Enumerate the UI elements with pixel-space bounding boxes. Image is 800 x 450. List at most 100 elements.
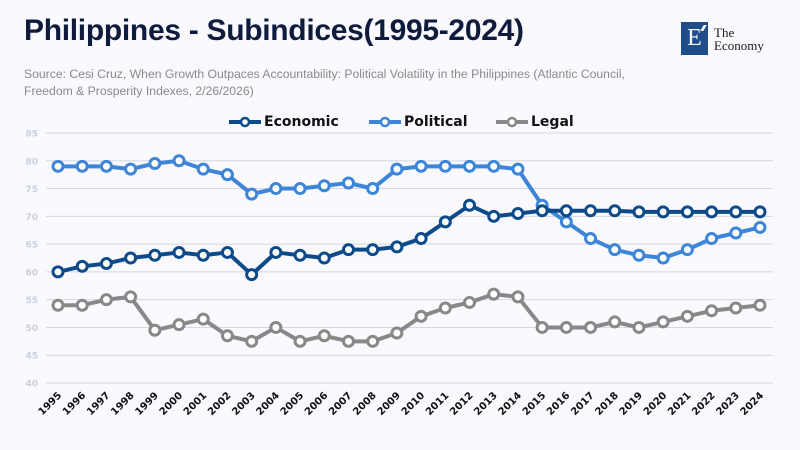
legend-item-legal[interactable]: Legal bbox=[495, 114, 574, 130]
data-point[interactable] bbox=[511, 162, 525, 176]
data-point[interactable] bbox=[172, 245, 186, 259]
data-point[interactable] bbox=[148, 323, 162, 337]
y-tick-label: 75 bbox=[25, 185, 38, 195]
data-point[interactable] bbox=[220, 329, 234, 343]
data-point[interactable] bbox=[705, 304, 719, 318]
data-point[interactable] bbox=[245, 187, 259, 201]
data-point[interactable] bbox=[463, 198, 477, 212]
data-point[interactable] bbox=[293, 334, 307, 348]
data-point[interactable] bbox=[656, 251, 670, 265]
data-point[interactable] bbox=[124, 290, 138, 304]
data-point[interactable] bbox=[317, 251, 331, 265]
data-point[interactable] bbox=[75, 298, 89, 312]
data-point[interactable] bbox=[245, 268, 259, 282]
data-point[interactable] bbox=[414, 309, 428, 323]
data-point[interactable] bbox=[656, 205, 670, 219]
data-point[interactable] bbox=[753, 205, 767, 219]
data-point[interactable] bbox=[414, 159, 428, 173]
data-point[interactable] bbox=[535, 320, 549, 334]
data-point[interactable] bbox=[753, 220, 767, 234]
data-point[interactable] bbox=[608, 204, 622, 218]
data-point[interactable] bbox=[269, 320, 283, 334]
x-tick-label: 1998 bbox=[109, 390, 136, 417]
data-point[interactable] bbox=[559, 320, 573, 334]
data-point[interactable] bbox=[99, 159, 113, 173]
data-point[interactable] bbox=[463, 159, 477, 173]
x-tick-label: 2000 bbox=[158, 390, 185, 417]
data-point[interactable] bbox=[705, 232, 719, 246]
data-point[interactable] bbox=[656, 315, 670, 329]
data-point[interactable] bbox=[729, 205, 743, 219]
data-point[interactable] bbox=[680, 309, 694, 323]
data-point[interactable] bbox=[438, 159, 452, 173]
data-point[interactable] bbox=[559, 215, 573, 229]
data-point[interactable] bbox=[269, 182, 283, 196]
data-point[interactable] bbox=[196, 312, 210, 326]
data-point[interactable] bbox=[584, 320, 598, 334]
data-point[interactable] bbox=[584, 204, 598, 218]
data-point[interactable] bbox=[680, 243, 694, 257]
data-point[interactable] bbox=[438, 215, 452, 229]
data-point[interactable] bbox=[608, 315, 622, 329]
data-point[interactable] bbox=[390, 162, 404, 176]
data-point[interactable] bbox=[705, 205, 719, 219]
data-point[interactable] bbox=[535, 204, 549, 218]
data-point[interactable] bbox=[245, 334, 259, 348]
data-point[interactable] bbox=[75, 259, 89, 273]
data-point[interactable] bbox=[729, 301, 743, 315]
data-point[interactable] bbox=[317, 329, 331, 343]
data-point[interactable] bbox=[559, 204, 573, 218]
data-point[interactable] bbox=[632, 248, 646, 262]
data-point[interactable] bbox=[124, 251, 138, 265]
data-point[interactable] bbox=[438, 301, 452, 315]
data-point[interactable] bbox=[341, 334, 355, 348]
data-point[interactable] bbox=[632, 320, 646, 334]
data-point[interactable] bbox=[317, 179, 331, 193]
data-point[interactable] bbox=[124, 162, 138, 176]
data-point[interactable] bbox=[584, 232, 598, 246]
data-point[interactable] bbox=[487, 209, 501, 223]
data-point[interactable] bbox=[511, 207, 525, 221]
legend-item-economic[interactable]: Economic bbox=[228, 114, 339, 130]
data-point[interactable] bbox=[487, 287, 501, 301]
y-tick-label: 40 bbox=[25, 380, 38, 390]
data-point[interactable] bbox=[172, 154, 186, 168]
data-point[interactable] bbox=[729, 226, 743, 240]
data-point[interactable] bbox=[366, 334, 380, 348]
data-point[interactable] bbox=[366, 243, 380, 257]
data-point[interactable] bbox=[293, 248, 307, 262]
data-point[interactable] bbox=[414, 232, 428, 246]
data-point[interactable] bbox=[148, 248, 162, 262]
x-tick-label: 1996 bbox=[61, 390, 88, 417]
data-point[interactable] bbox=[487, 159, 501, 173]
data-point[interactable] bbox=[511, 290, 525, 304]
data-point[interactable] bbox=[680, 205, 694, 219]
data-point[interactable] bbox=[293, 182, 307, 196]
data-point[interactable] bbox=[172, 318, 186, 332]
data-point[interactable] bbox=[196, 162, 210, 176]
data-point[interactable] bbox=[51, 159, 65, 173]
data-point[interactable] bbox=[148, 157, 162, 171]
data-point[interactable] bbox=[220, 245, 234, 259]
data-point[interactable] bbox=[341, 243, 355, 257]
legend-item-political[interactable]: Political bbox=[368, 114, 468, 130]
data-point[interactable] bbox=[341, 176, 355, 190]
data-point[interactable] bbox=[632, 205, 646, 219]
data-point[interactable] bbox=[366, 182, 380, 196]
data-point[interactable] bbox=[51, 265, 65, 279]
data-point[interactable] bbox=[390, 240, 404, 254]
data-point[interactable] bbox=[51, 298, 65, 312]
data-point[interactable] bbox=[753, 298, 767, 312]
data-point[interactable] bbox=[220, 168, 234, 182]
data-point[interactable] bbox=[196, 248, 210, 262]
series-legal bbox=[51, 287, 767, 348]
y-tick-label: 80 bbox=[25, 157, 38, 167]
data-point[interactable] bbox=[463, 295, 477, 309]
data-point[interactable] bbox=[608, 243, 622, 257]
data-point[interactable] bbox=[99, 257, 113, 271]
data-point[interactable] bbox=[75, 159, 89, 173]
data-point[interactable] bbox=[99, 293, 113, 307]
data-point[interactable] bbox=[390, 326, 404, 340]
data-point[interactable] bbox=[269, 245, 283, 259]
